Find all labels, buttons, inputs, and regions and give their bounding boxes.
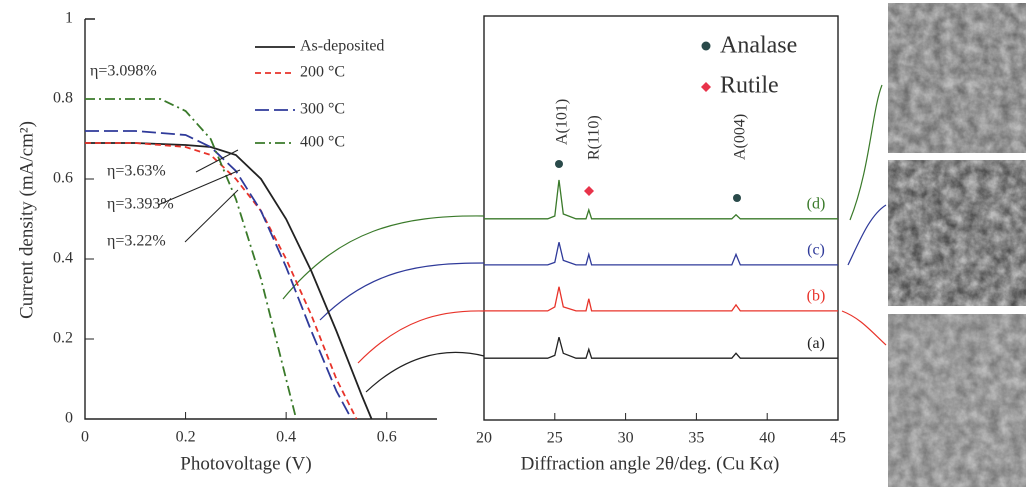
x-tick-label: 25 xyxy=(547,430,563,447)
x-tick-label: 0.2 xyxy=(176,429,196,446)
y-tick-label: 0 xyxy=(65,410,73,427)
x-tick-label: 40 xyxy=(759,430,775,447)
legend-label: 200 °C xyxy=(300,64,345,81)
series-line xyxy=(484,179,838,220)
y-tick-label: 0.6 xyxy=(53,170,73,187)
pointer xyxy=(157,169,241,206)
connectors xyxy=(282,84,887,393)
series-label: (b) xyxy=(807,288,826,305)
series-line xyxy=(85,98,298,420)
x-tick-label: 20 xyxy=(476,430,492,447)
efficiency-label: η=3.098% xyxy=(90,63,157,80)
legend-label: 400 °C xyxy=(300,134,345,151)
legend-label: Analase xyxy=(720,33,797,59)
series-label: (c) xyxy=(807,242,825,259)
pointer xyxy=(195,149,239,173)
series-line xyxy=(484,337,838,359)
y-tick-label: 0.4 xyxy=(53,250,73,267)
legend-label: 300 °C xyxy=(300,101,345,118)
series-line xyxy=(85,142,358,420)
series-line xyxy=(484,286,838,312)
series-line xyxy=(85,142,373,420)
legend-label: As-deposited xyxy=(300,38,384,55)
x-tick-label: 0.6 xyxy=(377,429,397,446)
series-label: (d) xyxy=(807,195,826,212)
legend-marker xyxy=(701,82,711,92)
series-line xyxy=(484,242,838,266)
x-tick-label: 35 xyxy=(688,430,704,447)
peak-label: A(101) xyxy=(554,99,571,145)
pointer xyxy=(184,189,239,243)
xrd-frame xyxy=(483,15,839,421)
peak-label: A(004) xyxy=(732,114,749,160)
rutile-marker xyxy=(584,186,594,196)
x-tick-label: 0.4 xyxy=(276,429,296,446)
anatase-marker xyxy=(733,194,741,202)
legend-label: Rutile xyxy=(720,73,779,99)
y-tick-label: 0.8 xyxy=(53,90,73,107)
x-tick-label: 45 xyxy=(830,430,846,447)
legend-marker xyxy=(701,41,711,51)
sem-images xyxy=(888,3,1026,487)
x-tick-label: 30 xyxy=(618,430,634,447)
efficiency-label: η=3.63% xyxy=(107,163,166,180)
x-axis-label: Photovoltage (V) xyxy=(180,453,311,474)
x-tick-label: 0 xyxy=(81,429,89,446)
anatase-marker xyxy=(555,160,563,168)
series-line xyxy=(85,130,353,420)
efficiency-label: η=3.22% xyxy=(107,233,166,250)
efficiency-label: η=3.393% xyxy=(107,196,174,213)
y-axis-label: Current density (mA/cm²) xyxy=(16,121,37,319)
y-tick-label: 1 xyxy=(65,10,73,27)
peak-label: R(110) xyxy=(586,115,603,160)
x-axis-label: Diffraction angle 2θ/deg. (Cu Kα) xyxy=(521,453,780,474)
series-label: (a) xyxy=(807,335,825,352)
y-tick-label: 0.2 xyxy=(53,330,73,347)
